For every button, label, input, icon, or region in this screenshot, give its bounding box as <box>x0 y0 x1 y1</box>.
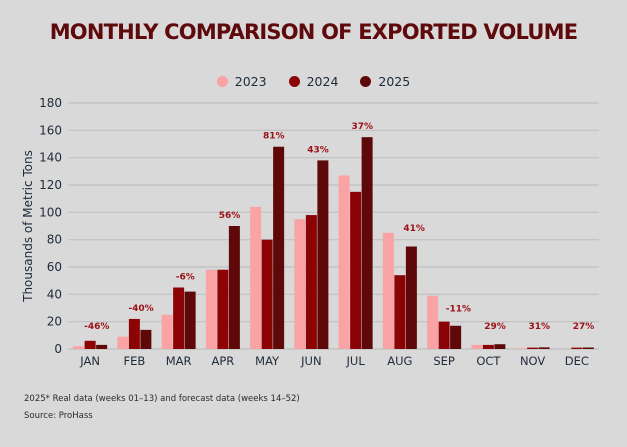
legend: 2023 2024 2025 <box>0 74 627 89</box>
percent-annotations: -46% -40% -6% 56% 81% 43% 37% 41% -11% 29% 31% 27% <box>84 122 594 332</box>
x-tick-label: OCT <box>476 354 501 368</box>
bar-2024-dec <box>571 347 583 349</box>
bar-2025-jun <box>317 160 329 349</box>
x-axis-ticks: JAN FEB MAR APR MAY JUN JUL AUG SEP OCT NOV DEC <box>79 354 589 368</box>
footnote-note: 2025* Real data (weeks 01–13) and foreca… <box>24 394 300 404</box>
legend-item-2024: 2024 <box>288 74 339 89</box>
y-tick-label: 40 <box>47 287 62 301</box>
bar-2024-aug <box>394 275 406 349</box>
y-tick-label: 120 <box>39 178 62 192</box>
y-tick-label: 160 <box>39 123 62 137</box>
x-tick-label: APR <box>211 354 234 368</box>
bar-2023-aug <box>382 232 394 349</box>
percent-label-oct: 29% <box>484 322 506 332</box>
y-tick-label: 0 <box>54 342 62 356</box>
bar-2025-may <box>273 146 285 349</box>
bar-2023-mar <box>161 314 173 349</box>
bar-2023-apr <box>205 269 217 349</box>
x-tick-label: AUG <box>387 354 412 368</box>
y-tick-label: 60 <box>47 260 62 274</box>
bar-2025-jul <box>361 137 373 349</box>
bars <box>73 137 594 349</box>
y-tick-label: 140 <box>39 151 62 165</box>
chart-title: MONTHLY COMPARISON OF EXPORTED VOLUME <box>49 20 578 44</box>
y-axis-ticks: 0 20 40 60 80 100 120 140 160 180 <box>39 96 62 356</box>
bar-2024-apr <box>217 269 229 349</box>
bar-2025-aug <box>405 246 417 349</box>
x-tick-label: DEC <box>565 354 589 368</box>
x-tick-label: FEB <box>123 354 145 368</box>
percent-label-mar: -6% <box>176 273 195 283</box>
y-tick-label: 100 <box>39 205 62 219</box>
bar-2023-may <box>250 206 262 349</box>
legend-swatch-2023 <box>216 76 228 87</box>
bar-2024-jun <box>305 215 317 349</box>
bar-2023-jan <box>73 346 85 349</box>
bar-2023-jun <box>294 219 306 349</box>
bar-2025-nov <box>538 347 550 349</box>
legend-item-2025: 2025 <box>360 74 410 89</box>
percent-label-may: 81% <box>263 132 285 142</box>
x-tick-label: SEP <box>433 354 455 368</box>
percent-label-nov: 31% <box>528 322 550 332</box>
percent-label-apr: 56% <box>219 211 241 221</box>
percent-label-sep: -11% <box>446 305 471 315</box>
bar-2023-feb <box>117 336 129 349</box>
bar-2024-oct <box>482 344 494 349</box>
x-tick-label: MAY <box>255 354 280 368</box>
y-tick-label: 80 <box>47 233 62 247</box>
percent-label-feb: -40% <box>128 304 153 314</box>
x-tick-label: MAR <box>166 354 192 368</box>
bar-2024-jan <box>84 340 96 349</box>
percent-label-jan: -46% <box>84 322 109 332</box>
bar-2024-mar <box>173 287 185 349</box>
bar-2023-nov <box>515 348 527 349</box>
x-tick-label: JUL <box>346 354 366 368</box>
percent-label-dec: 27% <box>573 322 595 332</box>
bar-2023-oct <box>471 344 483 349</box>
bar-2024-sep <box>438 321 450 349</box>
bar-2025-apr <box>228 226 240 349</box>
bar-2025-jan <box>96 344 108 349</box>
percent-label-aug: 41% <box>403 224 425 234</box>
gridlines <box>68 102 599 350</box>
percent-label-jun: 43% <box>307 145 329 155</box>
legend-label-2024: 2024 <box>306 74 339 89</box>
y-axis-label: Thousands of Metric Tons <box>21 150 35 303</box>
bar-2025-oct <box>494 344 506 349</box>
bar-2023-jul <box>338 175 350 349</box>
y-tick-label: 180 <box>39 96 62 110</box>
percent-label-jul: 37% <box>351 122 373 132</box>
y-tick-label: 20 <box>47 315 62 329</box>
footnote-source: Source: ProHass <box>24 411 93 421</box>
legend-label-2025: 2025 <box>378 74 411 89</box>
x-tick-label: JAN <box>79 354 100 368</box>
bar-2024-feb <box>128 318 140 349</box>
bar-2025-sep <box>450 325 462 349</box>
legend-swatch-2024 <box>288 76 300 87</box>
x-tick-label: JUN <box>300 354 321 368</box>
bar-2024-nov <box>527 347 539 349</box>
legend-swatch-2025 <box>360 76 372 87</box>
x-tick-label: NOV <box>520 354 545 368</box>
bar-2025-dec <box>582 347 594 349</box>
legend-item-2023: 2023 <box>216 74 267 89</box>
bar-2025-mar <box>184 291 196 349</box>
bar-2025-feb <box>140 329 152 349</box>
bar-2024-jul <box>350 191 362 349</box>
bar-2024-may <box>261 239 273 349</box>
legend-label-2023: 2023 <box>234 74 267 89</box>
bar-2023-sep <box>427 295 439 349</box>
